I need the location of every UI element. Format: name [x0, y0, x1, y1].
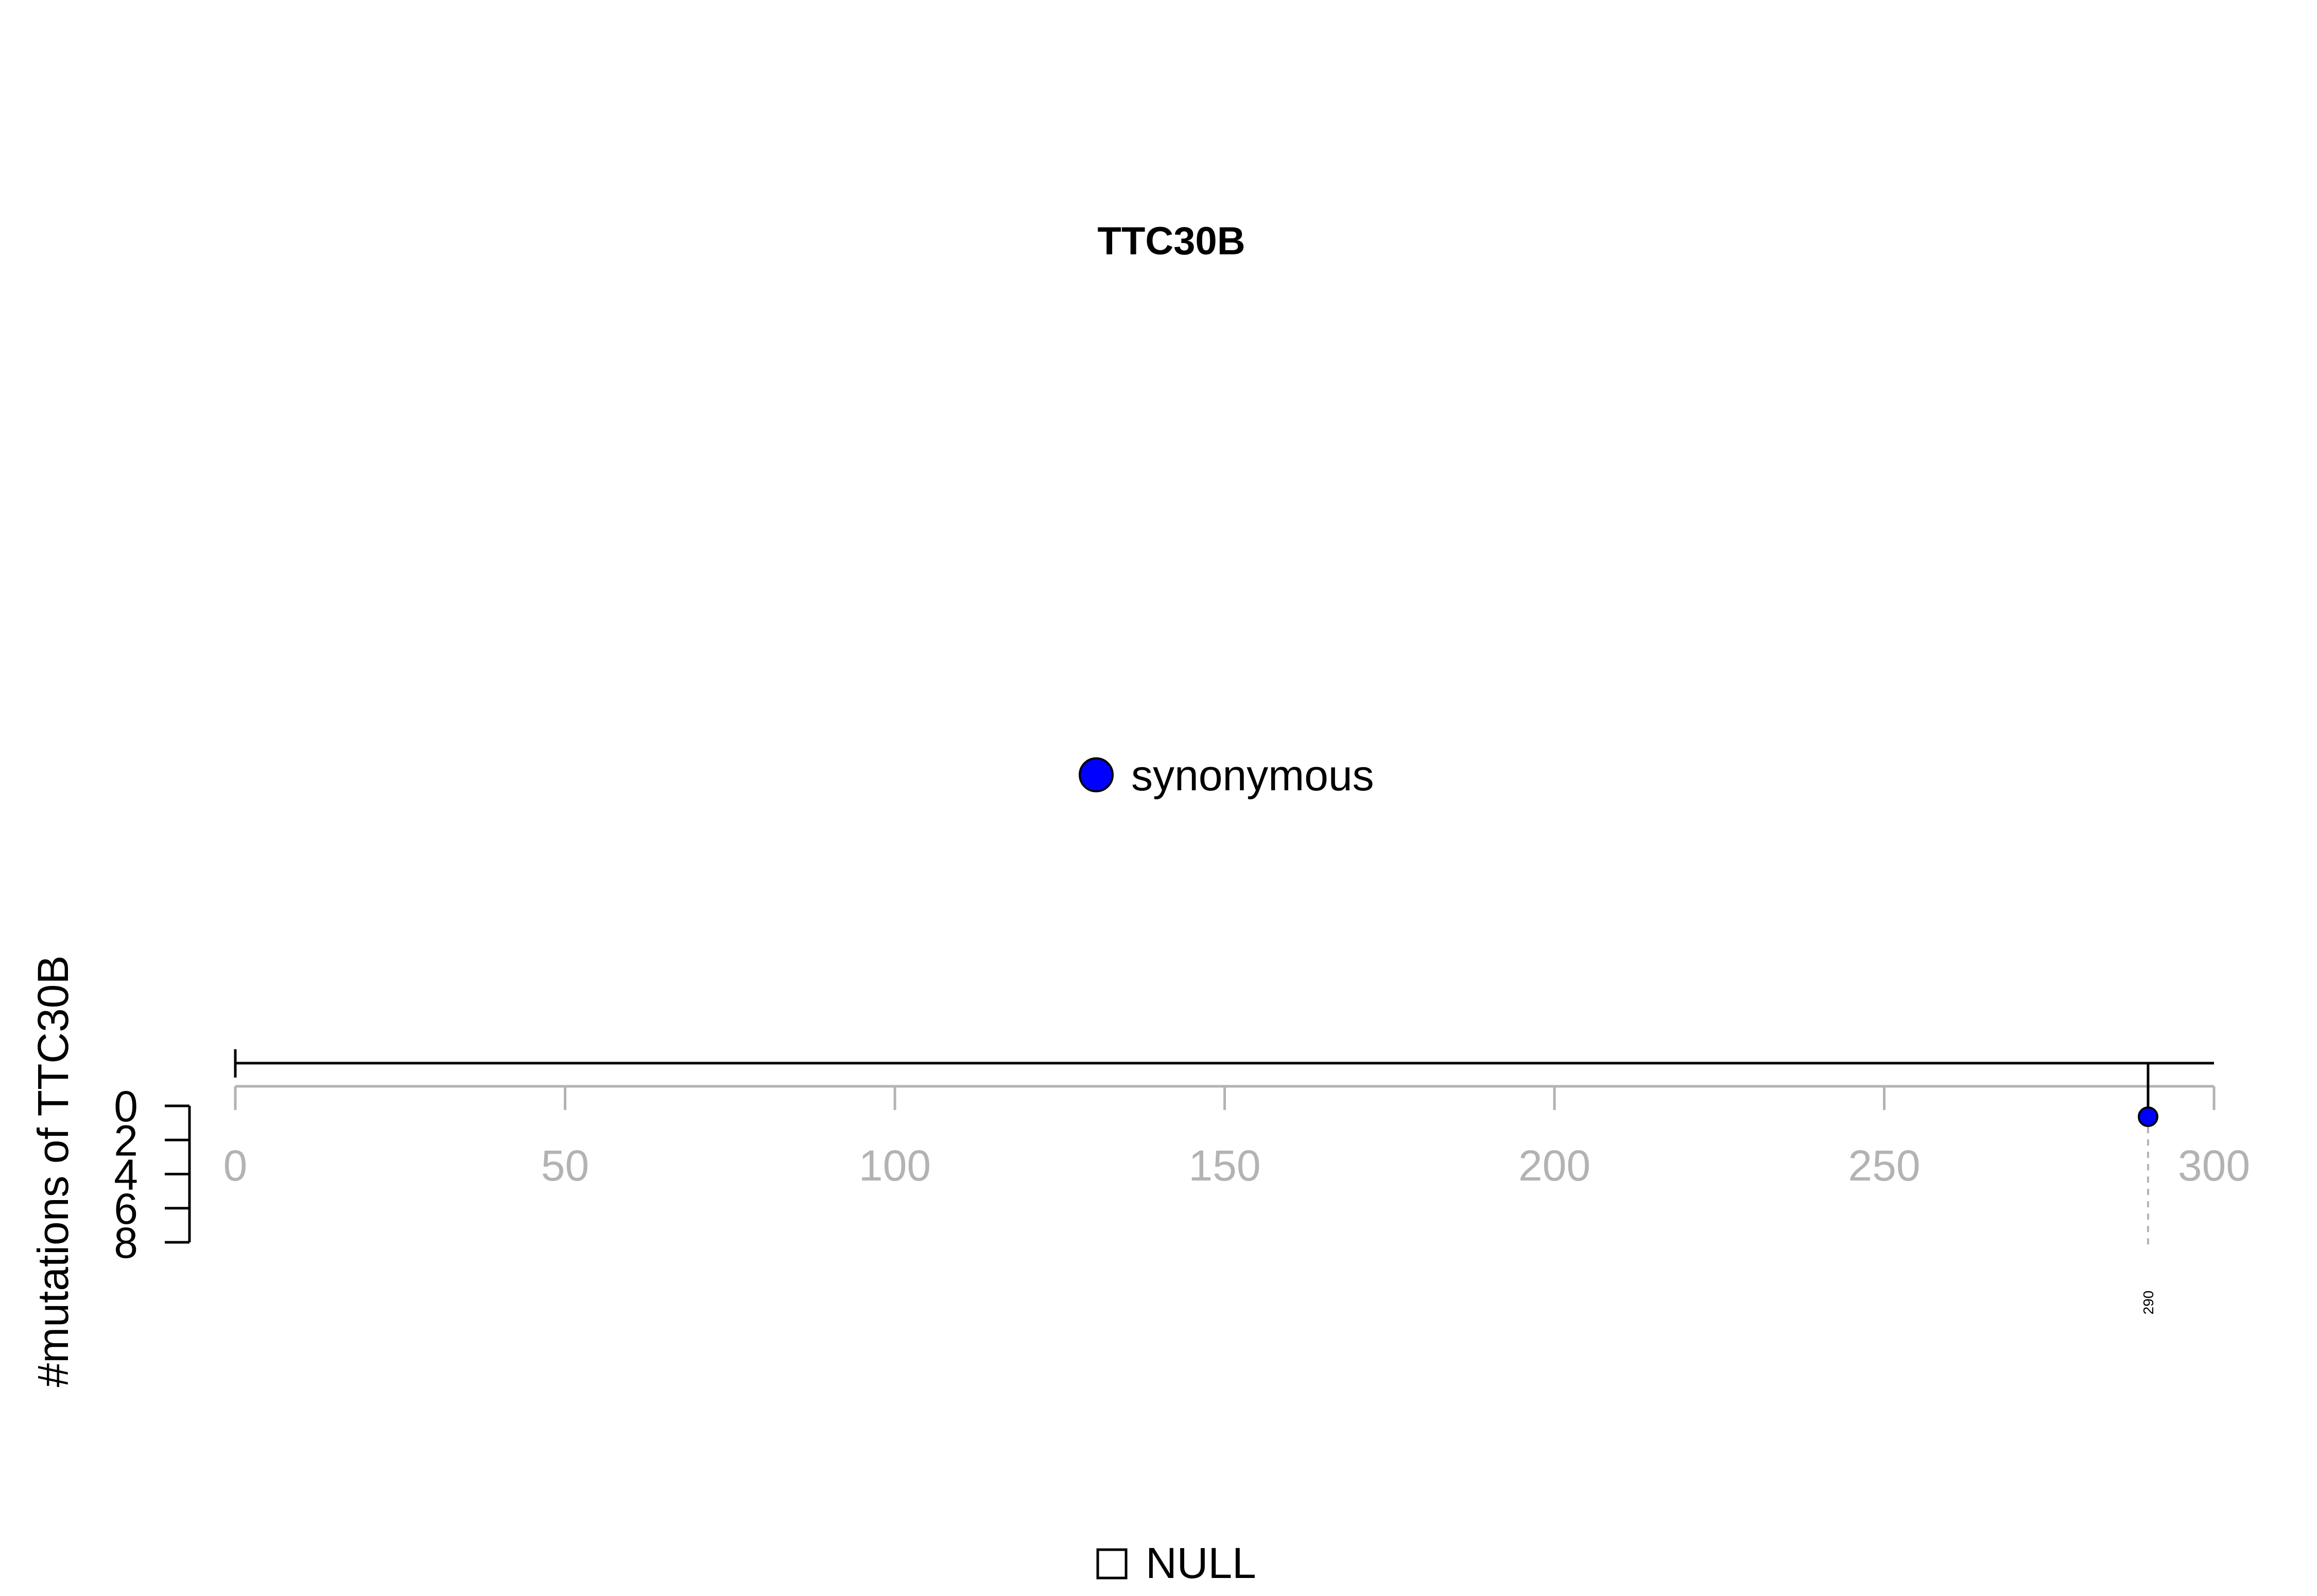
- y-tick-label: 2: [114, 1116, 138, 1165]
- legend-marker-synonymous: [1079, 757, 1114, 792]
- domain-legend: NULL: [1096, 1539, 1256, 1587]
- x-tick-label: 250: [1848, 1141, 1920, 1190]
- x-tick-label: 300: [2178, 1141, 2250, 1190]
- y-tick-label: 4: [114, 1151, 138, 1199]
- mutation-position-label: 290: [2140, 1291, 2156, 1315]
- y-tick-label: 8: [114, 1219, 138, 1267]
- mutation-lollipops: 290: [2137, 1063, 2158, 1315]
- legend-label-synonymous: synonymous: [1131, 751, 1374, 800]
- y-axis-label: #mutations of TTC30B: [29, 956, 77, 1387]
- domain-legend-swatch: [1096, 1548, 1128, 1580]
- y-tick-label: 6: [114, 1185, 138, 1233]
- x-tick-label: 150: [1188, 1141, 1260, 1190]
- y-tick-label: 0: [114, 1082, 138, 1131]
- domain-legend-label: NULL: [1146, 1539, 1256, 1587]
- x-tick-label: 100: [859, 1141, 931, 1190]
- chart-title: TTC30B: [1097, 219, 1245, 263]
- x-axis-ticks: 0 50 100 150 200 250 300: [223, 1086, 2250, 1190]
- x-tick-label: 0: [223, 1141, 248, 1190]
- x-tick-label: 50: [541, 1141, 589, 1190]
- mutation-legend: synonymous: [1079, 751, 1374, 800]
- lollipop-head: [2137, 1106, 2158, 1127]
- x-tick-label: 200: [1518, 1141, 1590, 1190]
